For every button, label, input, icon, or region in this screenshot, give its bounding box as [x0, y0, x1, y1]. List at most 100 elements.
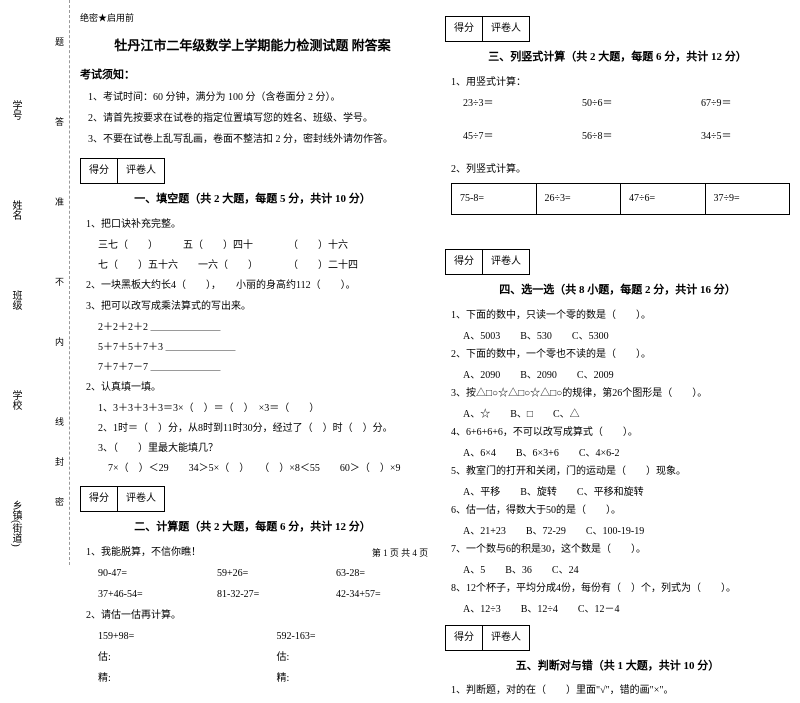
- calc-row: 估: 估:: [98, 649, 425, 667]
- grader-label: 评卷人: [483, 17, 529, 41]
- calc-item: 45÷7＝: [463, 128, 552, 146]
- score-box: 得分 评卷人: [445, 249, 530, 275]
- s4-item-opts: A、6×4B、6×3+6C、4×6-2: [463, 445, 790, 463]
- s2-q2: 2、请估一估再计算。: [86, 607, 425, 625]
- s4-item-q: 5、教室门的打开和关闭，门的运动是（ ）现象。: [451, 463, 790, 481]
- seal-mark: 准: [55, 195, 64, 208]
- s4-item-q: 3、按△□○☆△□○☆△□○的规律，第26个图形是（ ）。: [451, 385, 790, 403]
- s4-item-q: 4、6+6+6+6，不可以改写成算式（ ）。: [451, 424, 790, 442]
- section-4-title: 四、选一选（共 8 小题，每题 2 分，共计 16 分）: [445, 281, 790, 301]
- s4-item-q: 2、下面的数中，一个零也不读的是（ ）。: [451, 346, 790, 364]
- section-1-title: 一、填空题（共 2 大题，每题 5 分，共计 10 分）: [80, 190, 425, 210]
- grader-label: 评卷人: [118, 159, 164, 183]
- calc-item: 50÷6＝: [582, 95, 671, 113]
- grader-label: 评卷人: [483, 626, 529, 650]
- calc-row: 159+98= 592-163=: [98, 628, 425, 646]
- seal-mark: 题: [55, 35, 64, 48]
- instruction-1: 1、考试时间：60 分钟，满分为 100 分（含卷面分 2 分）。: [88, 89, 425, 107]
- s4-item-opts: A、21+23B、72-29C、100-19-19: [463, 523, 790, 541]
- s1-q3-line1: 2＋2＋2＋2 ＿＿＿＿＿＿＿: [98, 319, 425, 337]
- s1-q3: 3、把可以改写成乘法算式的写出来。: [86, 298, 425, 316]
- calc-item: 67÷9＝: [701, 95, 790, 113]
- section-2-title: 二、计算题（共 2 大题，每题 6 分，共计 12 分）: [80, 518, 425, 538]
- seal-mark: 封: [55, 455, 64, 468]
- s1-q1-line2: 七（ ）五十六 一六（ ） （ ）二十四: [98, 257, 425, 275]
- score-label: 得分: [446, 250, 483, 274]
- exam-title: 牡丹江市二年级数学上学期能力检测试题 附答案: [80, 34, 425, 57]
- page-footer: 第 1 页 共 4 页: [0, 546, 800, 559]
- s1-q3-line3: 7＋7＋7－7 ＿＿＿＿＿＿＿: [98, 359, 425, 377]
- calc-item: 23÷3＝: [463, 95, 552, 113]
- calc-item: 63-28=: [336, 565, 425, 583]
- score-label: 得分: [446, 17, 483, 41]
- instructions-title: 考试须知：: [80, 66, 425, 86]
- s5-q1: 1、判断题，对的在（ ）里面"√"，错的画"×"。: [451, 682, 790, 700]
- score-box: 得分 评卷人: [445, 16, 530, 42]
- section-5-title: 五、判断对与错（共 1 大题，共计 10 分）: [445, 657, 790, 677]
- calc-row: 37+46-54= 81-32-27= 42-34+57=: [98, 586, 425, 604]
- s1-q2: 2、一块黑板大约长4（ ）， 小丽的身高约112（ ）。: [86, 277, 425, 295]
- s1-q4: 2、认真填一填。: [86, 379, 425, 397]
- calc-cell: 37÷9=: [706, 184, 790, 214]
- calc-item: 56÷8＝: [582, 128, 671, 146]
- s3-q2: 2、列竖式计算。: [451, 161, 790, 179]
- s3-q1: 1、用竖式计算：: [451, 74, 790, 92]
- score-box: 得分 评卷人: [80, 486, 165, 512]
- calc-item: 592-163=: [277, 628, 426, 646]
- calc-item: 37+46-54=: [98, 586, 187, 604]
- s1-q1-line1: 三七（ ） 五（ ）四十 （ ）十六: [98, 237, 425, 255]
- s4-item-q: 8、12个杯子，平均分成4份，每份有（ ）个，列式为（ ）。: [451, 580, 790, 598]
- secret-label: 绝密★启用前: [80, 10, 425, 26]
- calc-item: 90-47=: [98, 565, 187, 583]
- calc-item: 159+98=: [98, 628, 247, 646]
- calc-item: 34÷5＝: [701, 128, 790, 146]
- s4-item-q: 1、下面的数中，只读一个零的数是（ ）。: [451, 307, 790, 325]
- calc-item: 81-32-27=: [217, 586, 306, 604]
- calc-cell: 26÷3=: [537, 184, 622, 214]
- calc-table: 75-8= 26÷3= 47÷6= 37÷9=: [451, 183, 790, 215]
- seal-mark: 线: [55, 415, 64, 428]
- s4-item-opts: A、☆B、□C、△: [463, 406, 790, 424]
- s1-q1: 1、把口诀补充完整。: [86, 216, 425, 234]
- bind-label-school: 学校: [8, 390, 23, 410]
- s1-q4-line1: 1、3＋3＋3＋3＝3×（ ）＝（ ） ×3＝（ ）: [98, 400, 425, 418]
- bind-label-class: 班级: [8, 290, 23, 310]
- seal-mark: 不: [55, 275, 64, 288]
- grader-label: 评卷人: [118, 487, 164, 511]
- calc-cell: 75-8=: [452, 184, 537, 214]
- s1-q4-line3: 3、（ ）里最大能填几？: [98, 440, 425, 458]
- calc-item: 精:: [98, 670, 247, 688]
- grader-label: 评卷人: [483, 250, 529, 274]
- s4-item-q: 6、估一估，得数大于50的是（ ）。: [451, 502, 790, 520]
- s4-item-opts: A、5003B、530C、5300: [463, 328, 790, 346]
- section-3-title: 三、列竖式计算（共 2 大题，每题 6 分，共计 12 分）: [445, 48, 790, 68]
- score-box: 得分 评卷人: [445, 625, 530, 651]
- calc-row: 45÷7＝ 56÷8＝ 34÷5＝: [463, 128, 790, 146]
- calc-item: 42-34+57=: [336, 586, 425, 604]
- calc-item: 估:: [277, 649, 426, 667]
- score-label: 得分: [81, 487, 118, 511]
- seal-mark: 答: [55, 115, 64, 128]
- seal-mark: 内: [55, 335, 64, 348]
- right-column: 得分 评卷人 三、列竖式计算（共 2 大题，每题 6 分，共计 12 分） 1、…: [445, 10, 790, 703]
- s1-q3-line2: 5＋7＋5＋7＋3 ＿＿＿＿＿＿＿: [98, 339, 425, 357]
- s4-item-opts: A、平移B、旋转C、平移和旋转: [463, 484, 790, 502]
- s4-item-opts: A、5B、36C、24: [463, 562, 790, 580]
- calc-row: 精: 精:: [98, 670, 425, 688]
- bind-label-id: 学号: [8, 100, 23, 120]
- calc-item: 59+26=: [217, 565, 306, 583]
- instruction-3: 3、不要在试卷上乱写乱画，卷面不整洁扣 2 分，密封线外请勿作答。: [88, 131, 425, 149]
- calc-cell: 47÷6=: [621, 184, 706, 214]
- score-label: 得分: [81, 159, 118, 183]
- score-box: 得分 评卷人: [80, 158, 165, 184]
- calc-row: 23÷3＝ 50÷6＝ 67÷9＝: [463, 95, 790, 113]
- score-label: 得分: [446, 626, 483, 650]
- left-column: 绝密★启用前 牡丹江市二年级数学上学期能力检测试题 附答案 考试须知： 1、考试…: [80, 10, 425, 703]
- s4-item-opts: A、2090B、2090C、2009: [463, 367, 790, 385]
- calc-row: 90-47= 59+26= 63-28=: [98, 565, 425, 583]
- page-content: 绝密★启用前 牡丹江市二年级数学上学期能力检测试题 附答案 考试须知： 1、考试…: [80, 10, 790, 703]
- binding-column: 乡镇(街道) 学校 班级 姓名 学号 密 封 线 内 不 准 答 题: [0, 0, 70, 565]
- calc-item: 估:: [98, 649, 247, 667]
- seal-mark: 密: [55, 495, 64, 508]
- s4-item-opts: A、12÷3B、12÷4C、12－4: [463, 601, 790, 619]
